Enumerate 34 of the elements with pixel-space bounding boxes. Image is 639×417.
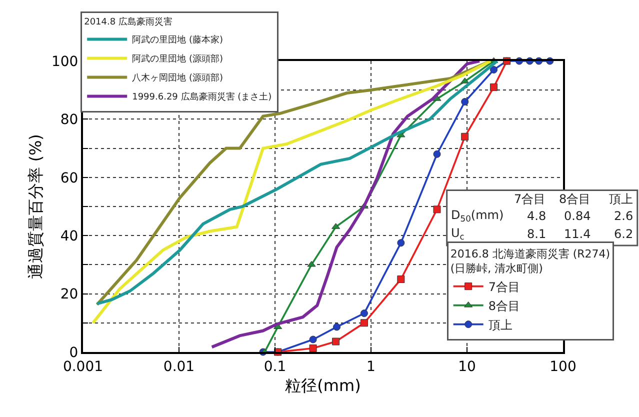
y-tick-label: 80 <box>60 112 78 128</box>
text: 2.6 <box>614 209 634 223</box>
x-tick-label: 10 <box>458 358 476 375</box>
annotation: 8合目 <box>559 192 591 206</box>
legend-label: 1999.6.29 広島豪雨災害 (まさ土) <box>132 92 272 103</box>
text: 0.84 <box>564 209 591 223</box>
annotation: 4.8 <box>527 209 546 223</box>
annotation: U$_{c}$ <box>451 226 465 242</box>
legend-label: 頂上 <box>488 318 512 332</box>
y-tick-label: 60 <box>60 170 78 186</box>
legend-label: 八木ヶ岡団地 (源頭部) <box>132 72 223 84</box>
annotation: 8.1 <box>527 227 546 241</box>
x-tick-label: 1 <box>366 358 376 375</box>
y-tick-label: 100 <box>51 54 78 70</box>
legend-label: 8合目 <box>488 298 520 313</box>
y-tick-label: 0 <box>69 344 78 361</box>
legend-title: 2014.8 広島豪雨災害 <box>84 16 172 28</box>
x-tick-label: 0.01 <box>163 358 195 375</box>
legend-label: 阿武の里団地 (源頭部) <box>132 54 223 65</box>
annotation: 2016.8 北海道豪雨災害 (R274) (日勝峠, 清水町側) <box>450 248 610 275</box>
annotation: 7合目 <box>514 192 546 206</box>
x-tick-label: 0.1 <box>264 358 286 375</box>
annotation: D$_{50}$(mm) <box>451 208 504 224</box>
x-tick-label: 100 <box>550 358 576 375</box>
y-tick-label: 20 <box>60 286 78 303</box>
y-axis-title: 通過質量百分率 (%) <box>26 134 45 279</box>
text: 11.4 <box>564 227 591 241</box>
text: 頂上 <box>609 192 633 206</box>
legend-label: 阿武の里団地 (藤本家) <box>132 34 223 46</box>
y-tick-label: 40 <box>60 228 78 244</box>
x-axis-title: 粒径(mm) <box>285 376 361 395</box>
x-tick-label: 0.001 <box>62 358 104 375</box>
legend-label: 7合目 <box>488 280 520 294</box>
text: 6.2 <box>614 227 634 241</box>
